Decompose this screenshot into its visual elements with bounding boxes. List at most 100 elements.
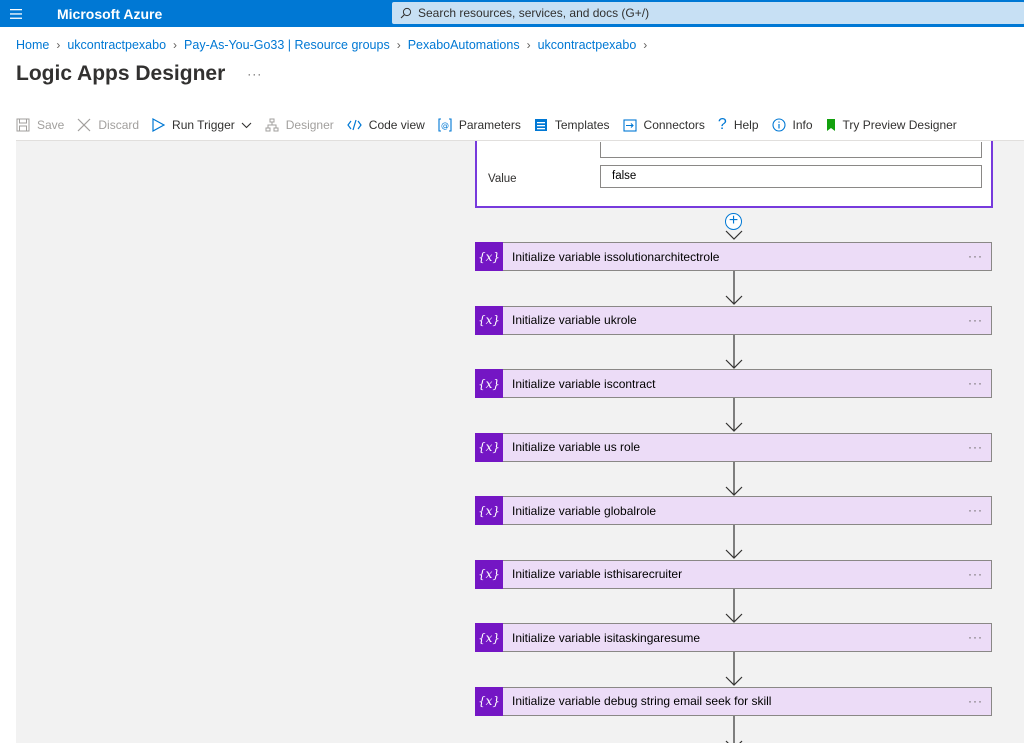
action-more-icon[interactable]: ··· [968,376,983,390]
action-card[interactable]: {x} Initialize variable ukrole ··· [475,305,992,335]
connectors-label: Connectors [643,118,705,132]
action-card[interactable]: {x} Initialize variable iscontract ··· [475,369,992,398]
play-icon [152,118,166,132]
action-title: Initialize variable us role [512,440,641,454]
save-icon [16,118,30,132]
chevron-right-icon: › [396,38,401,52]
arrow-down-icon [725,588,743,623]
action-card[interactable]: {x} Initialize variable debug string emai… [475,686,992,716]
bookmark-icon [826,119,835,131]
designer-button[interactable]: Designer [265,118,334,132]
action-card[interactable]: {x} Initialize variable globalrole ··· [475,496,992,525]
action-more-icon[interactable]: ··· [968,566,983,581]
action-more-icon[interactable]: ··· [968,249,983,263]
arrow-down-icon [725,271,743,305]
info-label: Info [792,118,813,132]
help-button[interactable]: ? Help [717,116,759,133]
variable-icon: {x} [475,305,503,335]
arrow-down-icon [725,525,743,559]
arrow-down-icon [725,715,743,743]
chevron-down-icon [241,122,252,128]
parameters-icon: @ [438,118,452,132]
action-title: Initialize variable debug string email s… [512,694,772,708]
action-title: Initialize variable isthisarecruiter [512,567,683,581]
arrow-down-icon [725,398,743,432]
action-title: Initialize variable iscontract [512,376,656,391]
action-card[interactable]: {x} Initialize variable isthisarecruiter ·… [475,559,992,589]
action-card-expanded[interactable]: Value false [475,141,993,208]
global-search-input[interactable]: Search resources, services, and docs (G+… [392,2,1024,24]
run-trigger-button[interactable]: Run Trigger [152,118,252,132]
variable-icon: {x} [475,686,503,716]
code-icon [347,119,362,131]
run-trigger-label: Run Trigger [172,118,235,132]
connectors-button[interactable]: Connectors [622,118,705,132]
insert-step-button[interactable]: + [725,213,742,230]
help-icon: ? [717,116,727,133]
breadcrumb-resource-group[interactable]: PexaboAutomations [407,38,520,52]
designer-icon [265,118,279,132]
more-options-icon[interactable]: ··· [247,67,263,81]
name-field[interactable] [600,142,982,158]
templates-icon [534,119,547,131]
chevron-right-icon: › [643,38,648,52]
value-label: Value [488,173,517,185]
templates-button[interactable]: Templates [534,118,610,132]
action-more-icon[interactable]: ··· [968,503,983,517]
discard-button[interactable]: Discard [77,118,139,132]
discard-label: Discard [98,118,140,132]
arrow-down-icon [725,652,743,686]
action-more-icon[interactable]: ··· [968,312,983,327]
info-button[interactable]: Info [771,118,813,132]
hamburger-menu-icon[interactable] [0,0,32,27]
arrow-down-icon [725,334,743,369]
chevron-right-icon: › [56,38,61,52]
arrow-down-icon [725,230,743,240]
arrow-down-icon [725,461,743,496]
action-title: Initialize variable ukrole [512,313,637,327]
breadcrumb-home[interactable]: Home [16,38,50,52]
save-label: Save [37,118,65,132]
variable-icon: {x} [475,496,503,525]
svg-text:@: @ [441,121,449,130]
action-card[interactable]: {x} Initialize variable issolutionarchite… [475,242,992,271]
designer-canvas[interactable]: Value false + {x} Initialize variable iss… [16,141,1024,743]
info-icon [771,118,786,132]
search-icon [400,7,412,19]
try-preview-designer-button[interactable]: Try Preview Designer [826,118,957,132]
action-title: Initialize variable issolutionarchitectr… [512,249,720,264]
variable-icon: {x} [475,369,503,398]
action-title: Initialize variable globalrole [512,503,657,518]
variable-icon: {x} [475,432,503,462]
brand-label[interactable]: Microsoft Azure [57,5,163,22]
help-label: Help [733,118,759,132]
connectors-icon [622,118,637,132]
action-more-icon[interactable]: ··· [968,439,983,454]
action-card[interactable]: {x} Initialize variable isitaskingaresume… [475,623,992,652]
breadcrumb-logic-app-2[interactable]: ukcontractpexabo [537,38,637,52]
action-card[interactable]: {x} Initialize variable us role ··· [475,432,992,462]
variable-icon: {x} [475,559,503,589]
page-title: Logic Apps Designer [16,62,226,85]
designer-label: Designer [285,118,334,132]
breadcrumb-logic-app[interactable]: ukcontractpexabo [67,38,167,52]
action-more-icon[interactable]: ··· [968,693,983,708]
breadcrumb: Home › ukcontractpexabo › Pay-As-You-Go3… [16,38,654,52]
action-title: Initialize variable isitaskingaresume [512,630,701,645]
close-icon [77,118,91,132]
chevron-right-icon: › [526,38,531,52]
variable-icon: {x} [475,623,503,652]
parameters-button[interactable]: @ Parameters [438,118,521,132]
breadcrumb-resource-groups[interactable]: Pay-As-You-Go33 | Resource groups [184,38,390,52]
code-view-button[interactable]: Code view [347,118,425,132]
code-view-label: Code view [368,118,425,132]
chevron-right-icon: › [173,38,178,52]
save-button[interactable]: Save [16,118,64,132]
toolbar-divider [16,140,1024,141]
variable-icon: {x} [475,242,503,271]
templates-label: Templates [554,118,610,132]
top-bar: Microsoft Azure Search resources, servic… [0,0,1024,27]
action-more-icon[interactable]: ··· [968,630,983,644]
page-title-row: Logic Apps Designer ··· [16,62,262,86]
value-field[interactable]: false [600,165,982,188]
